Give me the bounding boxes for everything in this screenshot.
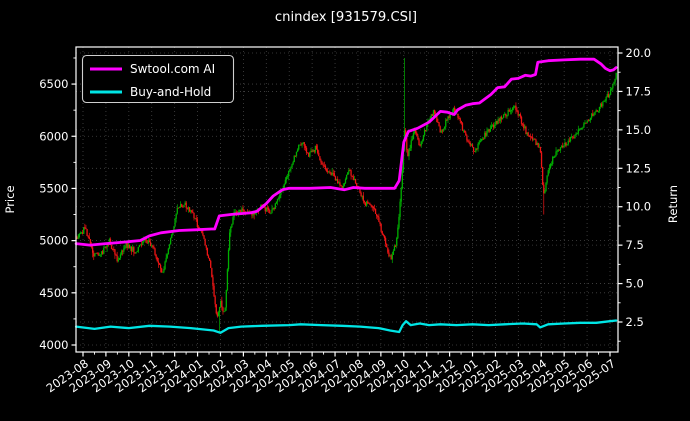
y-axis-price: 4000 4500 5000 5500 6000 6500	[39, 57, 76, 352]
x-axis: 2023-082023-092023-102023-112023-122024-…	[44, 352, 618, 395]
price-tick-label: 4500	[39, 286, 68, 300]
legend-label-ai: Swtool.com AI	[130, 62, 215, 76]
price-tick-label: 4000	[39, 338, 68, 352]
price-axis-label: Price	[3, 185, 17, 213]
price-tick-label: 6500	[39, 77, 68, 91]
return-tick-label: 15.0	[626, 123, 652, 137]
return-tick-label: 10.0	[626, 200, 652, 214]
return-tick-label: 20.0	[626, 46, 652, 60]
return-tick-label: 5.0	[626, 277, 644, 291]
plot-border	[75, 46, 619, 353]
price-tick-label: 5500	[39, 181, 68, 195]
return-tick-label: 17.5	[626, 84, 652, 98]
return-tick-label: 7.5	[626, 238, 644, 252]
price-tick-label: 5000	[39, 234, 68, 248]
return-tick-label: 2.5	[626, 315, 644, 329]
legend: Swtool.com AI Buy-and-Hold	[81, 54, 235, 104]
chart-title: cnindex [931579.CSI]	[275, 10, 417, 25]
return-tick-label: 12.5	[626, 161, 652, 175]
return-axis-label: Return	[666, 185, 680, 223]
ai-line-series	[74, 57, 618, 247]
y-axis-return: 2.5 5.0 7.5 10.0 12.5 15.0 17.5 20.0	[618, 46, 652, 342]
candles-series	[76, 57, 617, 334]
legend-item-swtool-ai: Swtool.com AI	[90, 62, 215, 76]
legend-label-bh: Buy-and-Hold	[130, 85, 211, 99]
legend-item-buy-and-hold: Buy-and-Hold	[90, 85, 211, 99]
bh-line-series	[74, 319, 618, 334]
price-tick-label: 6000	[39, 129, 68, 143]
grid	[76, 47, 618, 352]
